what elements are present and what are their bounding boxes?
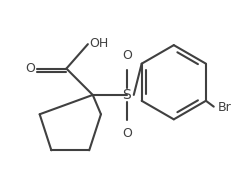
Text: O: O	[122, 128, 132, 141]
Text: O: O	[25, 62, 35, 75]
Text: Br: Br	[218, 101, 231, 114]
Text: OH: OH	[89, 37, 108, 50]
Text: O: O	[122, 49, 132, 62]
Text: S: S	[123, 88, 131, 102]
